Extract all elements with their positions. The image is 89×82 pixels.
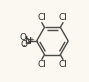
Text: -: -	[24, 32, 28, 41]
Text: +: +	[28, 37, 34, 43]
Text: Cl: Cl	[58, 60, 67, 69]
Text: N: N	[24, 36, 30, 46]
Text: O: O	[20, 33, 27, 42]
Text: O: O	[20, 40, 27, 49]
Text: Cl: Cl	[37, 13, 46, 22]
Text: '': ''	[22, 44, 26, 51]
Text: Cl: Cl	[37, 60, 46, 69]
Text: Cl: Cl	[58, 13, 67, 22]
